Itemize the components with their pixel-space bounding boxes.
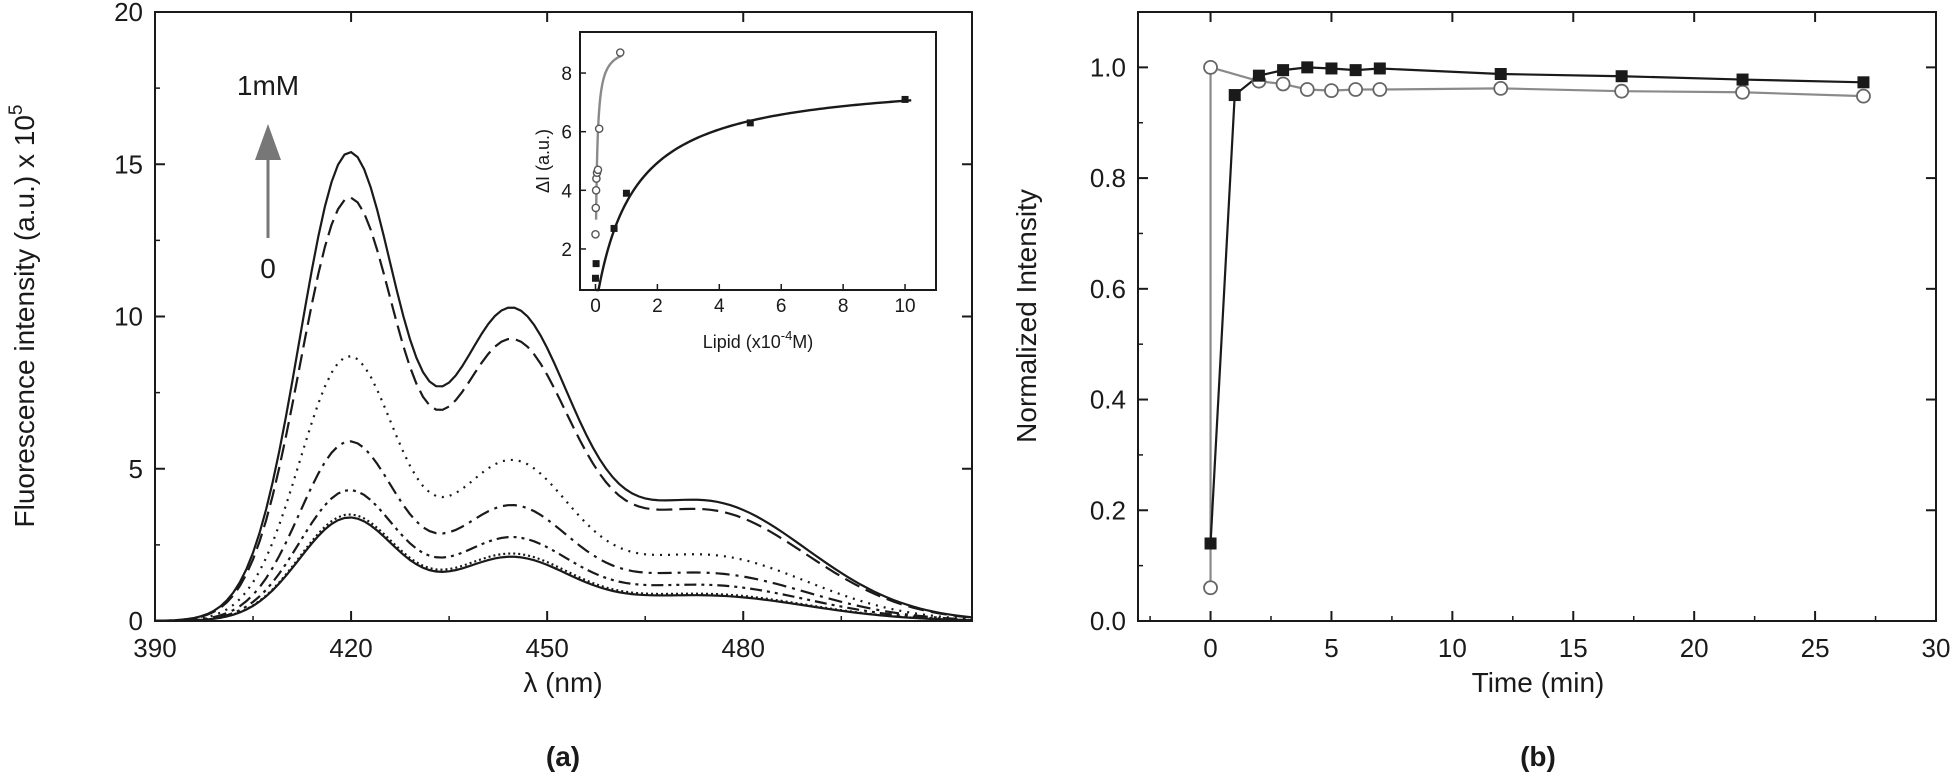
spectrum-line-0 xyxy=(154,516,973,623)
panel-b: 0 5 10 15 20 25 30 0.0 0.2 0.4 0.6 0.8 1.0 Normalize… xyxy=(1011,11,1951,772)
series-line-filled xyxy=(1209,66,1864,544)
data-point-filled xyxy=(1736,73,1749,86)
x-tick-label: 20 xyxy=(1680,633,1709,663)
inset-point-open xyxy=(591,186,601,195)
data-point-filled xyxy=(1615,70,1628,83)
inset-ylabel: ΔI (a.u.) xyxy=(533,129,553,193)
plot-a-xlabel: λ (nm) xyxy=(523,667,602,698)
inset-point-open xyxy=(591,203,601,213)
x-tick-label: 450 xyxy=(525,633,568,663)
inset-fit-line-filled xyxy=(596,99,912,292)
inset-y-tick-label: 6 xyxy=(561,123,572,144)
inset-x-tick-label: 4 xyxy=(714,296,725,317)
inset-y-tick-label: 4 xyxy=(561,181,572,202)
x-tick-label: 480 xyxy=(722,633,765,663)
plot-a-ylabel: Fluorescence intensity (a.u.) x 105 xyxy=(6,105,40,528)
data-point-filled xyxy=(1204,537,1217,550)
data-point-open xyxy=(1203,580,1218,596)
plot-b-frame xyxy=(1137,11,1937,622)
data-point-filled xyxy=(1494,68,1507,81)
data-point-open xyxy=(1493,81,1509,96)
spectrum-line-c3 xyxy=(154,440,973,623)
inset-x-tick-label: 10 xyxy=(894,296,915,317)
x-tick-label: 10 xyxy=(1438,633,1467,663)
inset-point-open xyxy=(615,48,625,57)
y-tick-label: 1.0 xyxy=(1090,52,1126,82)
inset-y-tick-label: 2 xyxy=(561,240,572,261)
spectrum-line-1mM xyxy=(154,150,973,622)
y-tick-label: 0.4 xyxy=(1090,385,1126,415)
data-point-filled xyxy=(1349,64,1362,77)
y-tick-label: 10 xyxy=(114,302,143,332)
x-tick-label: 420 xyxy=(329,633,372,663)
spectrum-line-c5 xyxy=(154,196,973,622)
y-tick-label: 0 xyxy=(129,606,143,636)
data-point-open xyxy=(1348,82,1364,97)
arrow-top-label: 1mM xyxy=(237,70,299,101)
inset-x-tick-label: 2 xyxy=(652,296,663,317)
data-point-filled xyxy=(1325,62,1338,75)
y-tick-label: 0.0 xyxy=(1090,606,1126,636)
x-tick-label: 390 xyxy=(133,633,176,663)
inset-point-filled xyxy=(622,189,630,197)
x-tick-label: 15 xyxy=(1559,633,1588,663)
inset-point-open xyxy=(594,124,604,134)
arrow-bottom-label: 0 xyxy=(260,253,276,284)
panel-b-label: (b) xyxy=(1520,741,1556,772)
data-point-open xyxy=(1324,83,1339,99)
plot-b-ticks: 0 5 10 15 20 25 30 0.0 0.2 0.4 0.6 0.8 1.0 xyxy=(1090,11,1951,663)
data-point-filled xyxy=(1252,69,1265,82)
data-point-filled xyxy=(1373,62,1386,75)
inset-point-filled xyxy=(591,274,599,282)
data-point-open xyxy=(1614,83,1630,99)
plot-b-content xyxy=(1203,59,1871,596)
inset-point-filled xyxy=(592,260,600,268)
data-point-open xyxy=(1372,82,1388,97)
y-tick-label: 0.8 xyxy=(1090,163,1126,193)
data-point-open xyxy=(1203,59,1218,75)
data-point-open xyxy=(1856,88,1871,104)
inset-frame xyxy=(579,31,937,291)
data-point-open xyxy=(1735,84,1750,100)
data-point-open xyxy=(1299,82,1315,97)
y-tick-label: 15 xyxy=(114,149,143,179)
data-point-filled xyxy=(1857,76,1870,89)
inset-xlabel: Lipid (x10-4M) xyxy=(703,328,814,352)
data-point-filled xyxy=(1228,89,1241,102)
spectrum-line-c2 xyxy=(154,488,973,623)
x-tick-label: 5 xyxy=(1324,633,1338,663)
data-point-open xyxy=(1275,76,1291,92)
plot-b-ylabel: Normalized Intensity xyxy=(1011,189,1042,443)
plot-b-xlabel: Time (min) xyxy=(1472,667,1605,698)
inset-x-tick-label: 6 xyxy=(776,296,787,317)
inset-content: 0 2 4 6 8 10 2 4 6 8 xyxy=(561,48,916,317)
x-tick-label: 25 xyxy=(1801,633,1830,663)
x-tick-label: 30 xyxy=(1922,633,1951,663)
inset-point-open xyxy=(591,229,600,239)
inset-binding-plot: 0 2 4 6 8 10 2 4 6 8 ΔI (a.u.) Lipid (x10-4M) xyxy=(533,31,937,352)
y-tick-label: 5 xyxy=(129,454,143,484)
inset-x-tick-label: 8 xyxy=(838,296,849,317)
inset-point-filled xyxy=(901,95,909,103)
x-tick-label: 0 xyxy=(1203,633,1217,663)
data-point-filled xyxy=(1277,64,1290,77)
inset-point-filled xyxy=(746,119,754,127)
inset-point-open xyxy=(593,165,603,175)
y-tick-label: 20 xyxy=(114,0,143,27)
inset-point-filled xyxy=(610,224,618,232)
data-point-filled xyxy=(1301,61,1314,74)
concentration-arrow-head xyxy=(255,124,281,160)
inset-y-tick-label: 8 xyxy=(561,64,572,85)
y-tick-label: 0.2 xyxy=(1090,495,1126,525)
spectra-group xyxy=(154,150,973,623)
panel-a-label: (a) xyxy=(546,741,580,772)
y-tick-label: 0.6 xyxy=(1090,274,1126,304)
inset-x-tick-label: 0 xyxy=(590,296,601,317)
series-line-open xyxy=(1209,65,1864,588)
